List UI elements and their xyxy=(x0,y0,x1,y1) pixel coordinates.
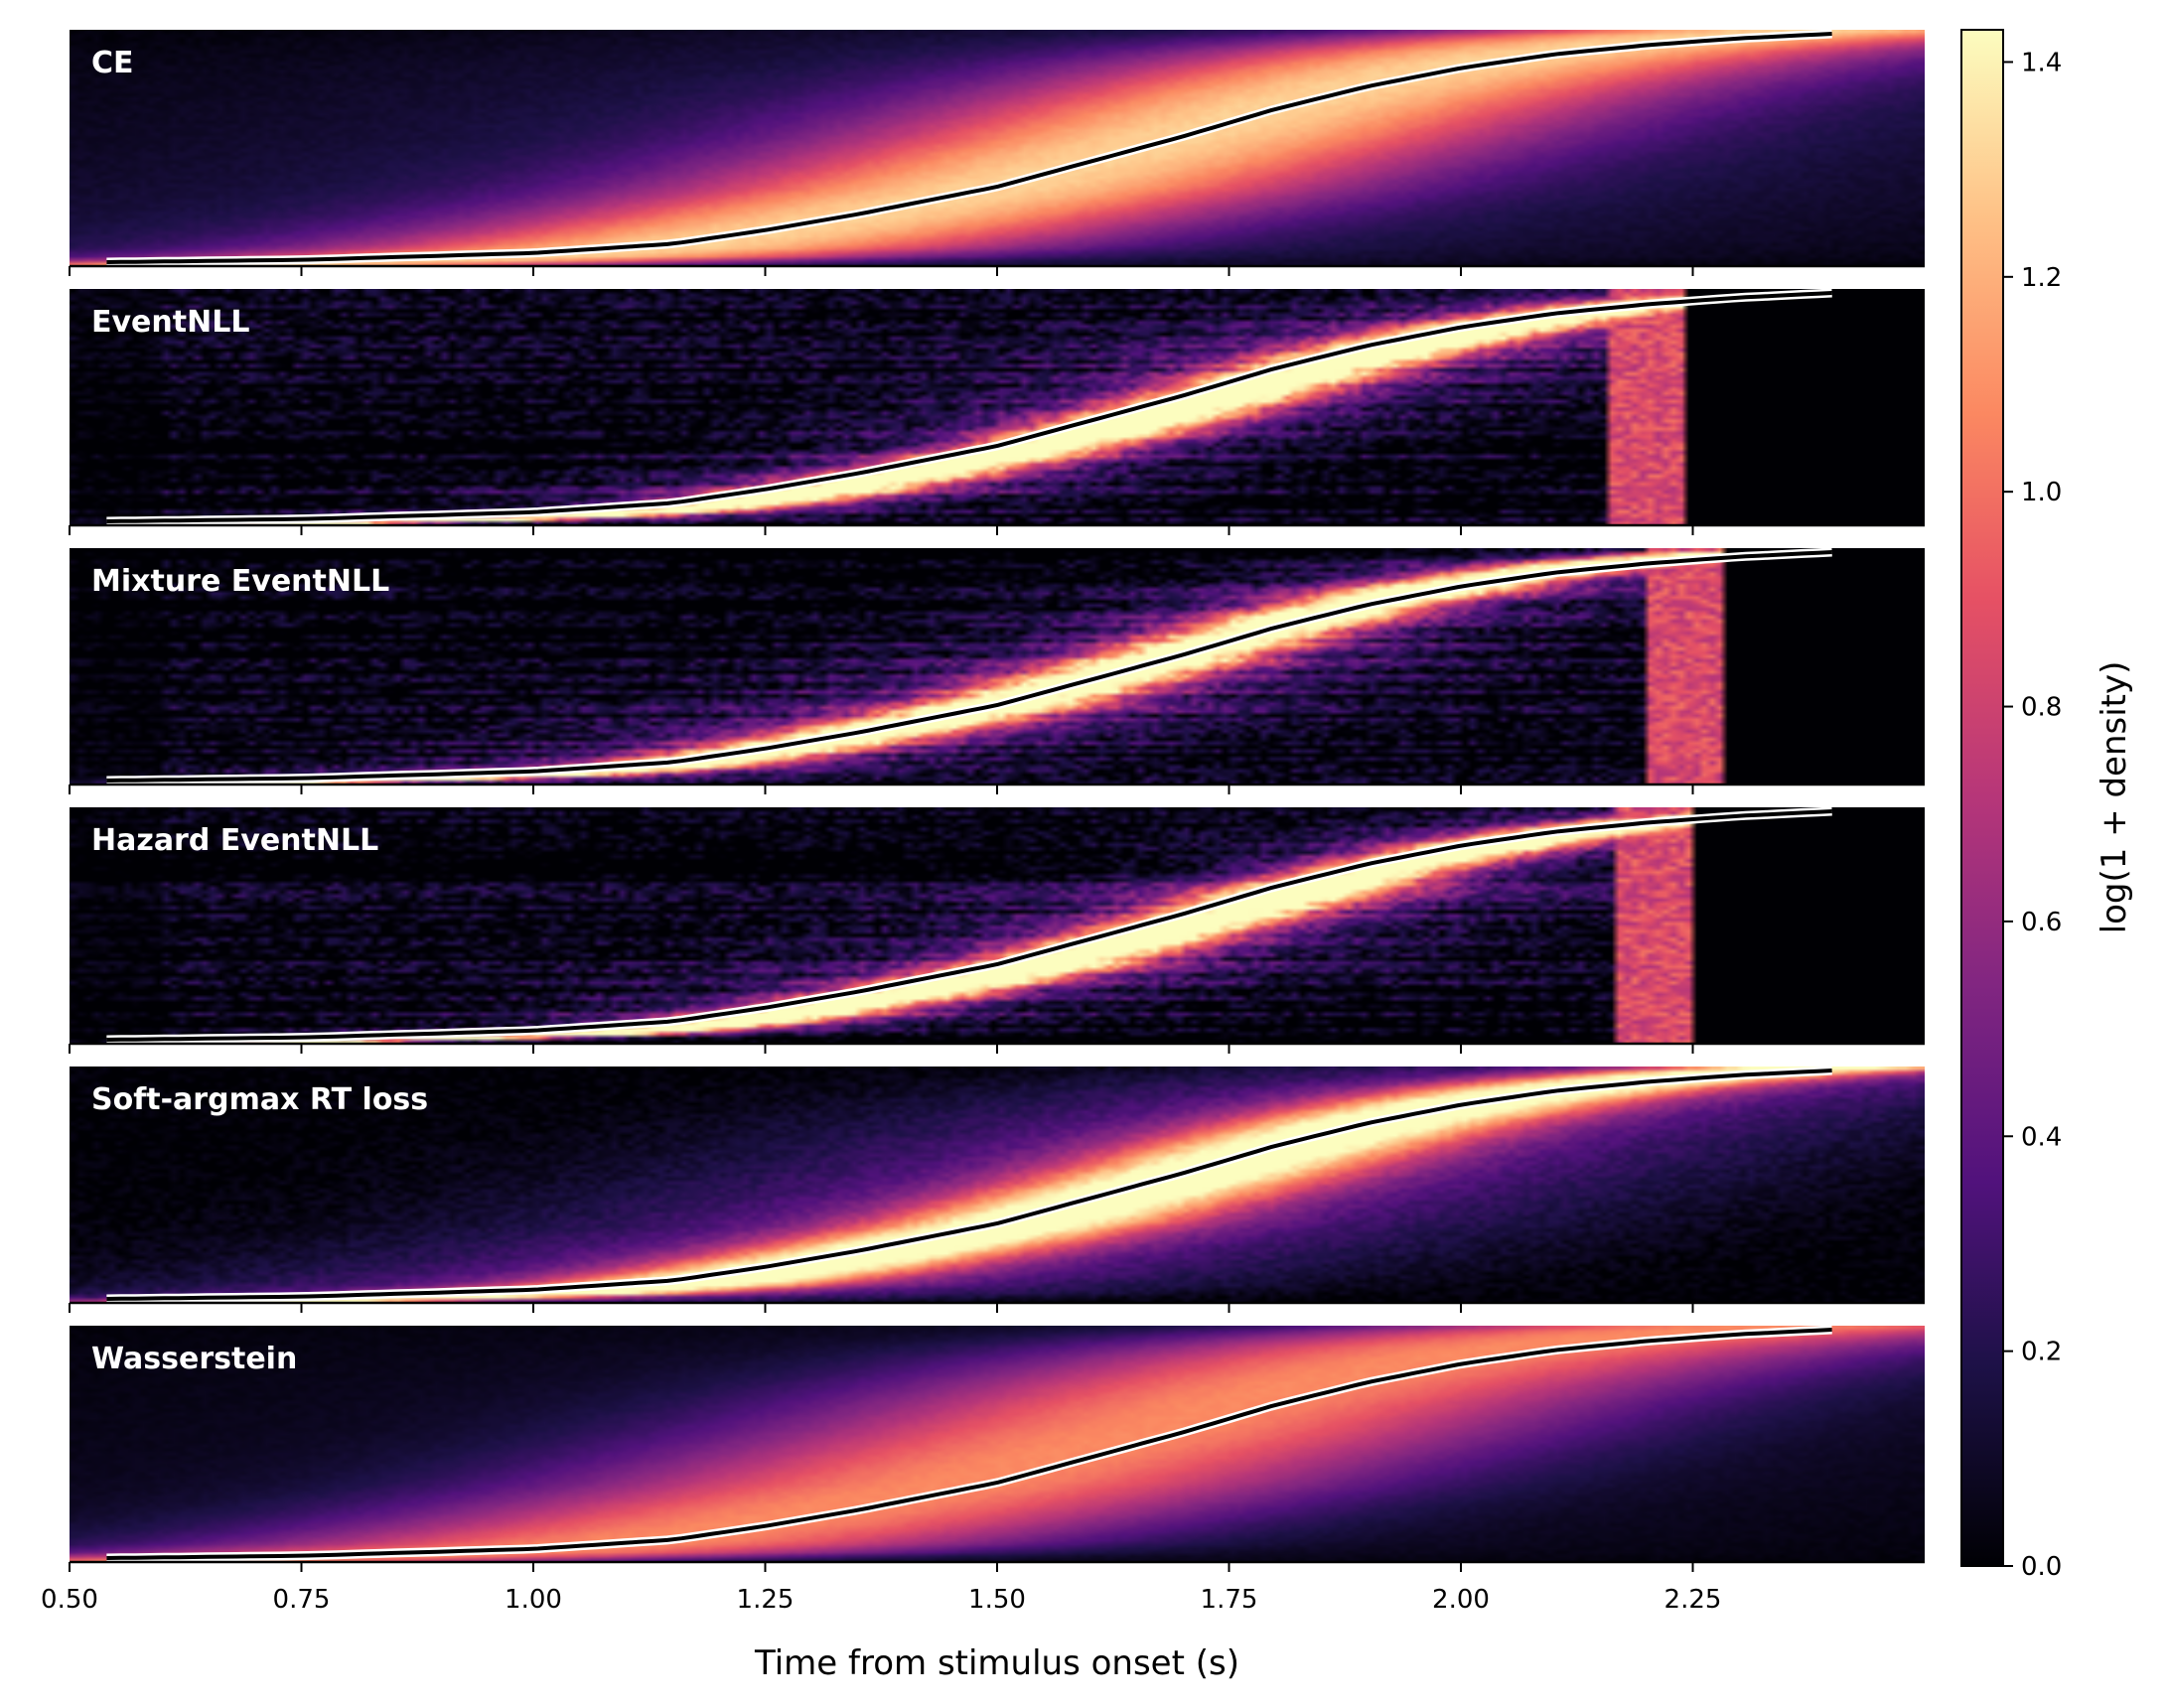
colorbar-bar xyxy=(1960,29,2004,1567)
panel-title: EventNLL xyxy=(91,305,249,340)
heatmap-image xyxy=(70,807,1925,1044)
heatmap-panel: Wasserstein xyxy=(69,1325,1925,1572)
heatmap-image xyxy=(70,548,1925,784)
colorbar-tick-label: 0.2 xyxy=(2021,1338,2062,1367)
x-tick-label: 1.00 xyxy=(505,1585,562,1615)
panel-title: Wasserstein xyxy=(91,1342,297,1376)
cdf-curve xyxy=(106,1068,1832,1301)
heatmap-panels: CE EventNLL Mixture EventNLL Hazard EventNL… xyxy=(69,29,1925,1572)
heatmap-image xyxy=(70,1326,1925,1562)
x-axis-label: Time from stimulus onset (s) xyxy=(754,1643,1239,1683)
x-tick-label: 1.25 xyxy=(737,1585,795,1615)
heatmap-panel: EventNLL xyxy=(69,288,1925,535)
heatmap-image xyxy=(70,1067,1925,1303)
colorbar-tick-label: 0.8 xyxy=(2021,693,2062,723)
colorbar-tick-label: 0.6 xyxy=(2021,908,2062,937)
x-tick-label: 1.75 xyxy=(1201,1585,1258,1615)
heatmap-image xyxy=(70,289,1925,525)
colorbar-tick-label: 1.2 xyxy=(2021,263,2062,293)
heatmap-panel: CE xyxy=(69,29,1925,276)
panel-title: Soft-argmax RT loss xyxy=(91,1082,428,1117)
heatmap-image xyxy=(70,30,1925,266)
heatmap-panel: Hazard EventNLL xyxy=(69,806,1925,1054)
x-tick-label: 2.25 xyxy=(1664,1585,1722,1615)
heatmap-panel: Soft-argmax RT loss xyxy=(69,1066,1925,1313)
colorbar-ticks: 0.0 0.2 0.4 0.6 0.8 1.0 1.2 1.4 xyxy=(2003,48,2062,1582)
colorbar-tick-label: 1.0 xyxy=(2021,478,2062,507)
x-tick-label: 2.00 xyxy=(1432,1585,1490,1615)
panel-title: Mixture EventNLL xyxy=(91,564,389,599)
x-axis: 0.50 0.75 1.00 1.25 1.50 1.75 2.00 2.25 Time fr… xyxy=(41,1585,1721,1683)
colorbar-tick-label: 0.0 xyxy=(2021,1552,2062,1582)
cdf-curve xyxy=(106,809,1832,1042)
colorbar-tick-label: 1.4 xyxy=(2021,48,2062,77)
cdf-curve xyxy=(106,32,1832,264)
panel-title: Hazard EventNLL xyxy=(91,823,378,858)
panel-title: CE xyxy=(91,46,134,80)
x-tick-label: 0.50 xyxy=(41,1585,98,1615)
heatmap-panel: Mixture EventNLL xyxy=(69,547,1925,794)
colorbar-tick-label: 0.4 xyxy=(2021,1122,2062,1152)
cdf-curve xyxy=(106,1328,1832,1560)
cdf-curve xyxy=(106,291,1832,523)
colorbar: 0.0 0.2 0.4 0.6 0.8 1.0 1.2 1.4 log(1 + density… xyxy=(1960,29,2134,1582)
x-tick-label: 1.50 xyxy=(968,1585,1026,1615)
cdf-curve xyxy=(106,550,1832,783)
x-tick-label: 0.75 xyxy=(273,1585,331,1615)
x-ticks: 0.50 0.75 1.00 1.25 1.50 1.75 2.00 2.25 xyxy=(41,1585,1721,1615)
colorbar-label: log(1 + density) xyxy=(2095,661,2134,934)
